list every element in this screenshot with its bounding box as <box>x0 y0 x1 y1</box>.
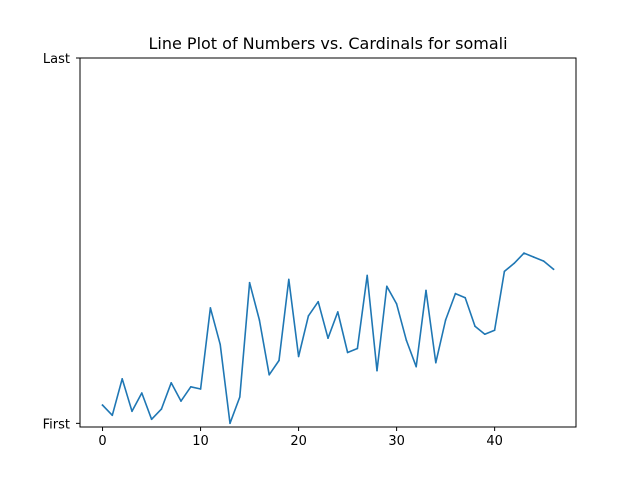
data-point <box>199 388 202 390</box>
data-point <box>366 274 369 277</box>
y-tick-label: Last <box>43 52 70 67</box>
data-point <box>425 289 427 292</box>
data-point <box>131 410 133 413</box>
x-tick-label: 10 <box>192 434 209 449</box>
data-point <box>356 347 359 350</box>
data-point <box>101 404 104 406</box>
data-point <box>258 319 261 321</box>
data-point <box>464 296 467 299</box>
data-point <box>405 339 408 342</box>
x-tick-label: 20 <box>290 434 307 449</box>
data-point <box>415 365 418 368</box>
x-tick-label: 0 <box>98 434 106 449</box>
x-tick-label: 40 <box>486 434 503 449</box>
data-point <box>229 422 231 425</box>
data-point <box>376 369 378 372</box>
data-point <box>346 351 349 354</box>
data-point <box>552 268 555 271</box>
data-point <box>337 311 339 313</box>
data-point <box>317 300 320 303</box>
data-point <box>248 281 251 284</box>
y-tick-label: First <box>43 417 70 432</box>
data-point <box>297 355 300 358</box>
data-point <box>219 343 221 346</box>
data-point <box>395 303 398 305</box>
data-point <box>454 292 457 295</box>
data-point <box>278 359 280 362</box>
data-point <box>190 386 192 388</box>
data-point <box>170 382 172 384</box>
data-point <box>513 262 515 265</box>
data-point <box>288 278 290 281</box>
data-point <box>307 315 310 317</box>
x-axis: 0 10 20 30 40 <box>98 427 503 449</box>
data-point <box>327 337 329 340</box>
data-point <box>474 325 476 328</box>
x-tick-label: 30 <box>388 434 405 449</box>
chart-title: Line Plot of Numbers vs. Cardinals for s… <box>148 34 507 53</box>
data-point <box>503 270 506 273</box>
y-axis: First Last <box>43 52 80 432</box>
series-points <box>101 252 555 425</box>
data-point <box>386 285 388 288</box>
data-point <box>493 329 496 332</box>
data-point <box>268 374 271 376</box>
data-point <box>533 256 535 258</box>
data-point <box>523 252 525 254</box>
data-point <box>180 400 182 402</box>
data-point <box>484 333 486 336</box>
data-point <box>150 418 153 421</box>
data-point <box>141 392 143 394</box>
data-point <box>111 414 114 417</box>
data-point <box>160 408 163 410</box>
data-point <box>121 378 123 380</box>
data-point <box>542 260 545 262</box>
data-point <box>239 396 241 398</box>
plot-area-frame <box>79 57 577 428</box>
data-point <box>435 361 437 364</box>
data-point <box>444 319 447 321</box>
data-point <box>209 307 212 309</box>
